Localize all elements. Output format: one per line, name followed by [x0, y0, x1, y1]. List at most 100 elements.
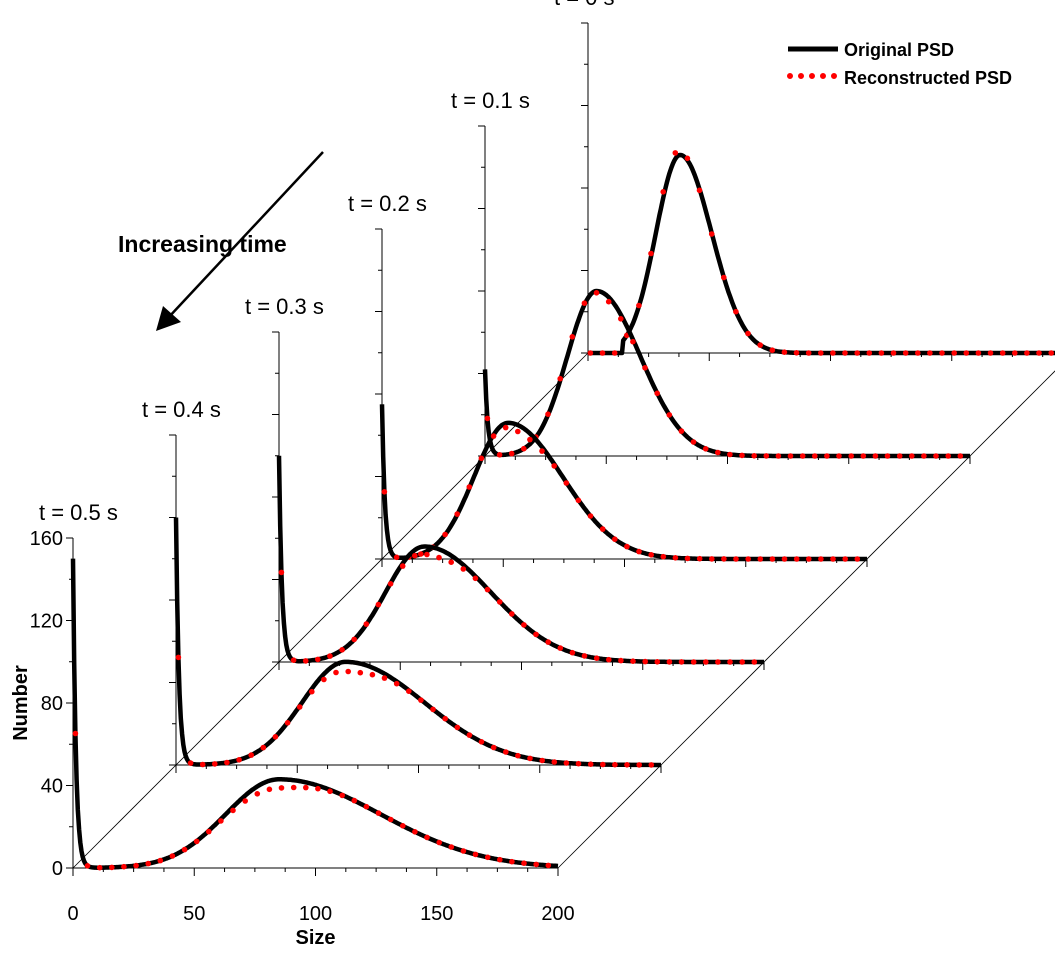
reconstructed-psd-point — [696, 187, 703, 194]
reconstructed-psd-point — [611, 350, 618, 356]
reconstructed-psd-point — [254, 791, 261, 797]
reconstructed-psd-point — [757, 342, 763, 348]
reconstructed-psd-point — [745, 330, 751, 337]
reconstructed-psd-point — [478, 739, 485, 745]
increasing-time-annotation: Increasing time — [118, 151, 324, 331]
y-tick-label: 80 — [41, 693, 63, 715]
reconstructed-psd-point — [381, 675, 388, 681]
reconstructed-psd-point — [600, 761, 606, 768]
reconstructed-psd-point — [951, 350, 957, 356]
reconstructed-psd-point — [872, 453, 879, 459]
series-panel: t = 0.2 s — [348, 191, 869, 567]
reconstructed-psd-point — [605, 298, 612, 305]
reconstructed-psd-point — [709, 556, 715, 562]
time-label: t = 0.2 s — [348, 191, 427, 216]
reconstructed-psd-point — [818, 350, 824, 356]
axes-group — [72, 352, 1055, 869]
reconstructed-psd-point — [636, 762, 642, 768]
reconstructed-psd-point — [599, 350, 606, 356]
reconstructed-psd-point — [157, 857, 164, 864]
reconstructed-psd-point — [793, 556, 800, 562]
reconstructed-psd-point — [842, 556, 848, 562]
time-label: t = 0.4 s — [142, 397, 221, 422]
original-psd-line — [70, 558, 560, 870]
reconstructed-psd-point — [284, 720, 291, 726]
reconstructed-psd-point — [812, 453, 818, 459]
reconstructed-psd-point — [999, 350, 1006, 356]
reconstructed-psd-point — [636, 548, 642, 555]
reconstructed-psd-point — [315, 785, 321, 792]
reconstructed-psd-point — [854, 350, 860, 356]
reconstructed-psd-point — [490, 744, 497, 751]
reconstructed-psd-point — [454, 724, 461, 731]
reconstructed-psd-point — [448, 559, 455, 565]
reconstructed-psd-point — [775, 453, 782, 459]
reconstructed-psd-point — [933, 453, 939, 459]
time-arrow-head — [156, 306, 181, 331]
front-axis-labels: 0 50 100 150 200 0 40 80 120 160 Size Number — [10, 528, 575, 949]
reconstructed-psd-point — [84, 863, 91, 869]
reconstructed-psd-point — [539, 448, 545, 454]
reconstructed-psd-point — [1036, 350, 1042, 356]
reconstructed-psd-point — [805, 350, 812, 356]
reconstructed-psd-point — [666, 412, 673, 418]
reconstructed-psd-point — [412, 829, 418, 835]
reconstructed-psd-point — [575, 760, 582, 767]
reconstructed-psd-point — [230, 807, 236, 814]
reconstructed-psd-point — [957, 453, 964, 459]
reconstructed-psd-point — [890, 350, 897, 356]
reconstructed-psd-point — [751, 659, 758, 665]
reconstructed-psd-point — [527, 755, 533, 762]
legend-label-reconstructed: Reconstructed PSD — [844, 68, 1012, 88]
reconstructed-psd-point — [781, 349, 788, 356]
legend: Original PSD Reconstructed PSD — [787, 40, 1012, 88]
reconstructed-psd-point — [375, 810, 382, 816]
reconstructed-psd-point — [654, 390, 660, 397]
reconstructed-psd-point — [145, 860, 151, 867]
reconstructed-psd-point — [430, 706, 436, 713]
reconstructed-psd-point — [478, 455, 485, 462]
reconstructed-psd-point — [587, 513, 594, 519]
reconstructed-psd-point — [769, 556, 776, 562]
reconstructed-psd-point — [187, 760, 194, 766]
legend-label-original: Original PSD — [844, 40, 954, 60]
reconstructed-psd-point — [387, 816, 394, 823]
reconstructed-psd-point — [1024, 350, 1030, 356]
x-tick-label: 150 — [420, 903, 453, 925]
reconstructed-psd-point — [842, 350, 848, 356]
reconstructed-psd-point — [339, 792, 346, 799]
x-tick-label: 100 — [299, 903, 332, 925]
reconstructed-psd-point — [648, 250, 654, 257]
reconstructed-psd-point — [442, 531, 448, 538]
y-tick-label: 160 — [30, 528, 63, 550]
reconstructed-psd-point — [327, 653, 333, 659]
reconstructed-psd-point — [690, 439, 697, 445]
reconstructed-psd-point — [660, 553, 667, 560]
reconstructed-psd-point — [557, 375, 563, 382]
reconstructed-psd-point — [684, 555, 691, 562]
reconstructed-psd-point — [739, 452, 745, 459]
reconstructed-psd-point — [369, 671, 376, 678]
original-psd-line — [379, 404, 869, 562]
reconstructed-psd-point — [412, 552, 418, 559]
reconstructed-psd-point — [860, 453, 867, 459]
reconstructed-psd-point — [248, 752, 254, 758]
y-tick-label: 120 — [30, 611, 63, 633]
reconstructed-psd-point — [466, 732, 473, 738]
reconstructed-psd-point — [587, 350, 594, 356]
reconstructed-psd-point — [363, 803, 370, 810]
reconstructed-psd-point — [921, 453, 927, 459]
series-panel: t = 0.4 s — [142, 397, 663, 773]
reconstructed-psd-point — [224, 759, 230, 766]
reconstructed-psd-point — [521, 622, 527, 628]
reconstructed-psd-point — [290, 784, 297, 791]
reconstructed-psd-point — [666, 659, 673, 665]
series-panel: t = 0 s — [554, 0, 1055, 361]
reconstructed-psd-point — [727, 659, 733, 665]
reconstructed-psd-point — [333, 669, 339, 676]
reconstructed-psd-point — [109, 864, 115, 871]
reconstructed-psd-point — [703, 659, 709, 665]
time-label: t = 0.3 s — [245, 294, 324, 319]
reconstructed-psd-point — [672, 150, 679, 156]
